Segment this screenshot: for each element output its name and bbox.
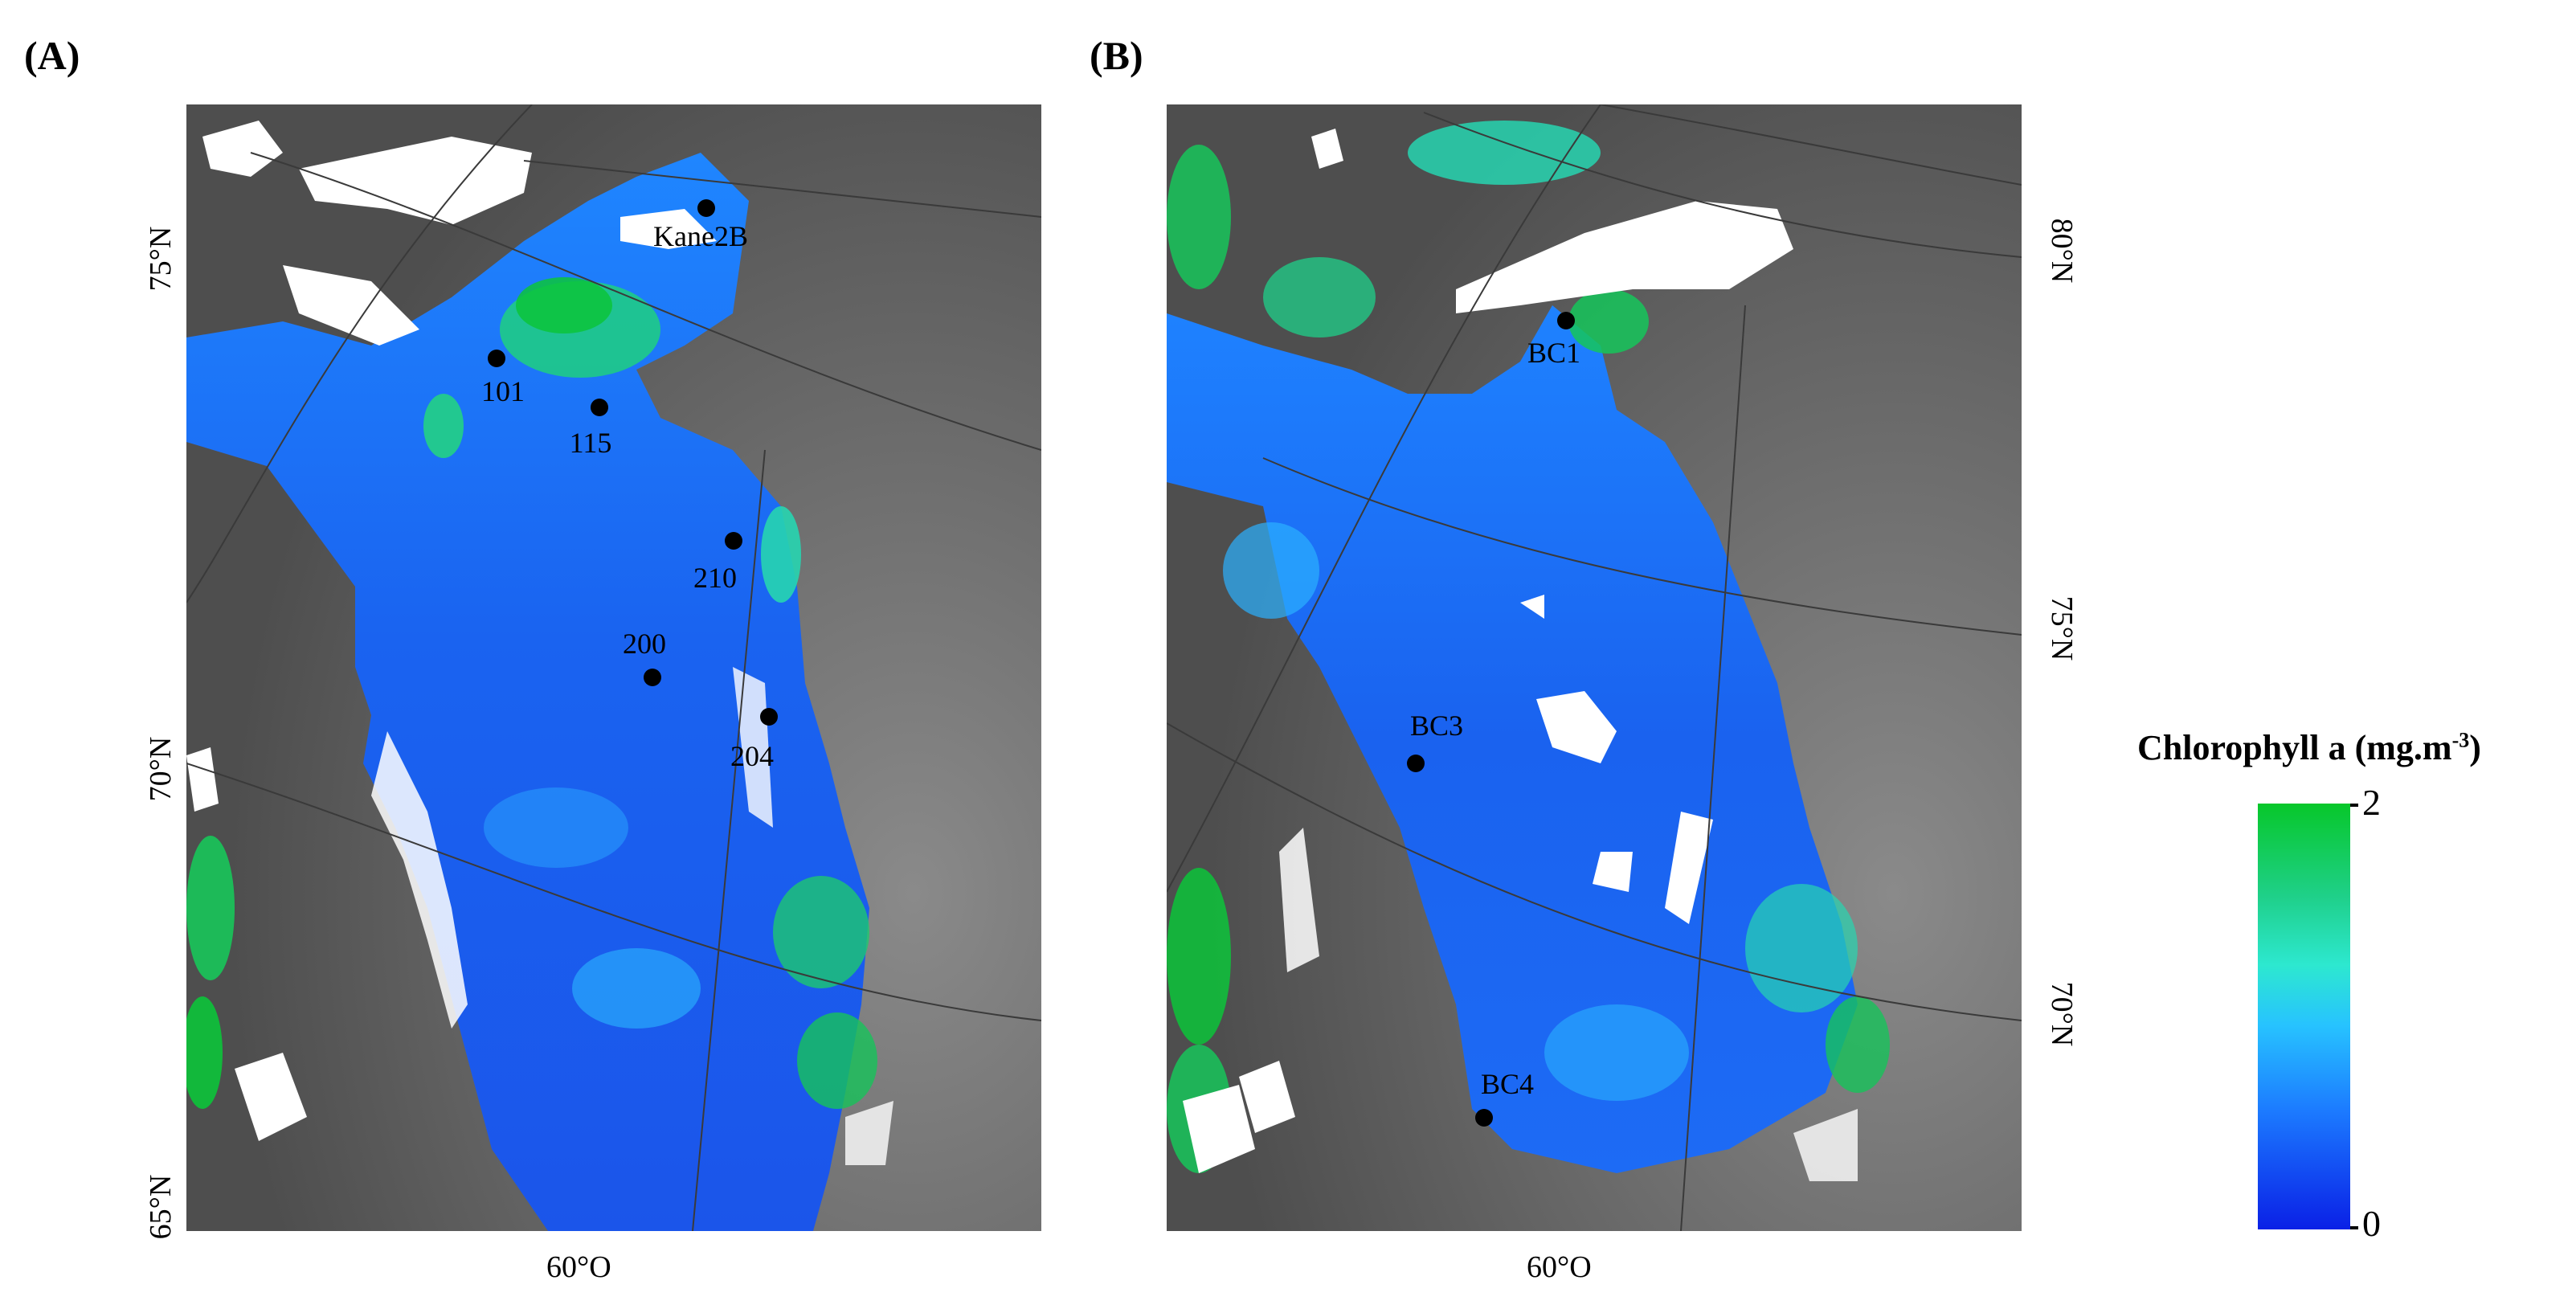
map-b: BC1 BC3 BC4 [1167,104,2022,1231]
panel-a-label: (A) [24,33,80,78]
station-label-115: 115 [569,427,612,459]
map-a-lat-label-70: 70°N [144,736,178,802]
map-a: Kane2B 101 115 210 200 204 [186,104,1041,1231]
station-marker-204 [760,708,778,726]
station-label-bc1: BC1 [1527,337,1581,369]
station-label-101: 101 [481,375,525,407]
station-marker-bc3 [1407,755,1425,772]
graticule-b [1167,104,2022,1231]
colorbar-title: Chlorophyll a (mg.m-3) [2137,727,2481,768]
station-marker-210 [725,532,742,550]
map-b-lat-label-80: 80°N [2045,218,2079,284]
colorbar [2258,804,2350,1229]
graticule-a [186,104,1041,1231]
map-b-lon-label-60: 60°O [1527,1250,1592,1284]
station-marker-bc4 [1475,1109,1493,1127]
station-marker-kane2b [697,199,715,217]
station-label-bc4: BC4 [1480,1068,1535,1100]
station-marker-101 [488,350,505,367]
colorbar-tick-max [2350,804,2358,807]
station-marker-115 [591,399,608,416]
map-b-canvas [1167,104,2022,1231]
station-label-bc3: BC3 [1409,710,1464,742]
station-label-204: 204 [730,740,774,772]
map-a-lon-label-60: 60°O [546,1250,611,1284]
station-marker-bc1 [1557,312,1575,329]
colorbar-max-label: 2 [2362,782,2381,823]
colorbar-min-label: 0 [2362,1203,2381,1244]
ocean-b [1167,305,1858,1173]
colorbar-title-superscript: -3 [2451,728,2470,752]
map-a-lat-label-65: 65°N [144,1174,178,1240]
map-b-lat-label-70: 70°N [2045,981,2079,1047]
map-a-lat-label-75: 75°N [144,226,178,292]
map-a-canvas [186,104,1041,1231]
map-b-lat-label-75: 75°N [2045,595,2079,661]
colorbar-title-text: Chlorophyll a (mg.m [2137,728,2452,767]
station-label-kane2b: Kane2B [653,220,748,252]
colorbar-title-suffix: ) [2469,728,2481,767]
station-marker-200 [644,669,661,686]
panel-b-label: (B) [1090,33,1143,78]
station-label-210: 210 [693,562,737,594]
ocean-a [186,153,869,1231]
station-label-200: 200 [623,628,666,660]
colorbar-tick-min [2350,1226,2358,1229]
